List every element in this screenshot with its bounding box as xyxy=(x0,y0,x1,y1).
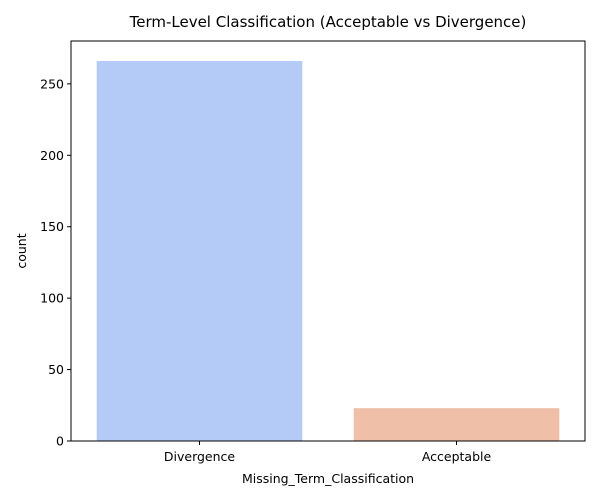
bar-divergence xyxy=(96,61,303,441)
x-tick-label: Divergence xyxy=(164,449,236,464)
y-tick-label: 100 xyxy=(40,291,64,306)
y-axis-label: count xyxy=(14,233,29,268)
bar-acceptable xyxy=(353,408,560,441)
y-tick-label: 250 xyxy=(40,76,64,91)
chart-title: Term-Level Classification (Acceptable vs… xyxy=(129,13,527,31)
plot-area: Divergence Acceptable 0 50 100 150 200 250 xyxy=(40,40,586,464)
y-tick-label: 0 xyxy=(56,434,64,449)
y-tick-label: 150 xyxy=(40,219,64,234)
y-tick-label: 50 xyxy=(48,362,64,377)
plot-frame xyxy=(70,40,586,442)
x-axis-label: Missing_Term_Classification xyxy=(242,471,414,486)
y-tick-label: 200 xyxy=(40,148,64,163)
x-tick-label: Acceptable xyxy=(422,449,492,464)
